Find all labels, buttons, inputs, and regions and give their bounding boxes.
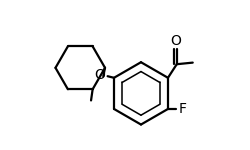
Text: O: O: [94, 68, 105, 82]
Text: O: O: [170, 34, 181, 48]
Text: F: F: [178, 102, 186, 116]
